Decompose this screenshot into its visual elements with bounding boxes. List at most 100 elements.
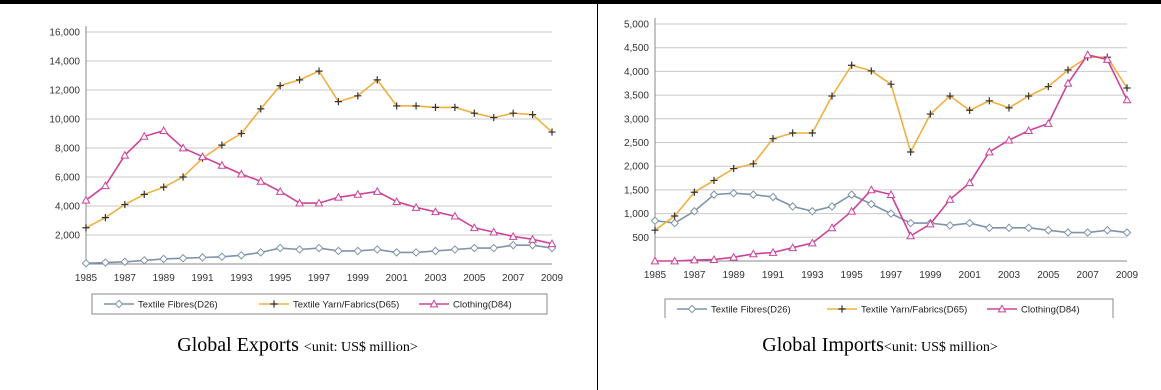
exports-x-tick-label: 1999 bbox=[347, 273, 370, 284]
exports-y-tick-label: 6,000 bbox=[55, 173, 80, 184]
exports-x-tick-label: 1991 bbox=[191, 273, 214, 284]
exports-data-point bbox=[160, 183, 168, 191]
imports-data-point bbox=[1122, 95, 1132, 104]
imports-y-tick-label: 2,500 bbox=[624, 138, 649, 149]
exports-legend: Textile Fibres(D26) Textile Yarn/Fabrics(… bbox=[91, 293, 548, 315]
exports-series-0 bbox=[81, 240, 557, 268]
exports-data-point bbox=[218, 141, 226, 149]
exports-data-point bbox=[431, 103, 440, 111]
imports-data-point bbox=[985, 223, 994, 233]
exports-x-tick-label: 2009 bbox=[541, 273, 564, 284]
imports-data-point bbox=[1005, 104, 1013, 112]
imports-data-point bbox=[965, 218, 974, 228]
imports-legend-label: Textile Fibres(D26) bbox=[711, 305, 791, 316]
imports-data-point bbox=[1083, 50, 1093, 59]
exports-legend-marker bbox=[429, 299, 439, 308]
imports-data-point bbox=[788, 243, 798, 252]
exports-y-tick-label: 10,000 bbox=[49, 115, 80, 126]
exports-data-point bbox=[508, 240, 518, 250]
imports-legend-label: Clothing(D84) bbox=[1021, 305, 1080, 316]
imports-data-point bbox=[1122, 228, 1132, 237]
exports-data-point bbox=[257, 105, 265, 113]
imports-x-tick-label: 1989 bbox=[723, 270, 746, 281]
imports-data-point bbox=[709, 254, 719, 263]
imports-data-point bbox=[670, 218, 679, 228]
exports-data-point bbox=[528, 111, 537, 119]
exports-data-point bbox=[354, 92, 362, 100]
imports-data-point bbox=[984, 147, 994, 156]
imports-data-point bbox=[730, 164, 738, 173]
imports-x-tick-label: 1999 bbox=[919, 270, 942, 281]
imports-x-tick-label: 1997 bbox=[880, 270, 903, 281]
imports-data-point bbox=[1025, 92, 1033, 100]
imports-data-point bbox=[886, 209, 896, 218]
exports-data-point bbox=[392, 248, 401, 257]
imports-data-point bbox=[1004, 135, 1014, 144]
exports-data-point bbox=[547, 239, 557, 248]
exports-panel: 2,000 4,000 6,000 8,000 10,000 12,000 14,000 16… bbox=[10, 8, 585, 388]
imports-x-tick-label: 2003 bbox=[998, 270, 1021, 281]
exports-data-point bbox=[431, 207, 440, 216]
imports-y-tick-label: 2,000 bbox=[624, 162, 649, 173]
imports-data-point bbox=[1063, 228, 1073, 237]
imports-data-point bbox=[808, 206, 817, 216]
exports-data-point bbox=[490, 113, 498, 122]
exports-data-point bbox=[237, 250, 246, 260]
exports-y-tick-label: 4,000 bbox=[55, 202, 80, 213]
exports-y-tick-label: 2,000 bbox=[55, 231, 80, 242]
exports-data-point bbox=[159, 254, 168, 264]
imports-data-point bbox=[925, 219, 935, 228]
imports-unit: <unit: US$ million> bbox=[883, 340, 998, 355]
exports-caption: Global Exports <unit: US$ million> bbox=[10, 334, 585, 357]
imports-legend: Textile Fibres(D26) Textile Yarn/Fabrics(… bbox=[664, 298, 1114, 318]
imports-x-tick-label: 1987 bbox=[683, 270, 706, 281]
exports-data-point bbox=[217, 252, 227, 262]
exports-x-tick-label: 1985 bbox=[75, 273, 98, 284]
exports-data-point bbox=[412, 102, 420, 110]
imports-x-ticks: 1985 1987 1989 1991 1993 1995 1997 1999 2001 2003… bbox=[644, 270, 1139, 281]
imports-legend-marker bbox=[687, 304, 697, 314]
imports-data-point bbox=[847, 190, 856, 199]
exports-data-point bbox=[431, 246, 440, 256]
imports-data-point bbox=[748, 249, 758, 258]
exports-y-tick-label: 16,000 bbox=[49, 28, 80, 39]
imports-data-point bbox=[867, 67, 875, 75]
imports-data-point bbox=[828, 92, 836, 100]
exports-data-point bbox=[334, 246, 343, 256]
imports-data-point bbox=[1063, 78, 1073, 87]
exports-x-tick-label: 2007 bbox=[502, 273, 525, 284]
imports-data-point bbox=[985, 97, 993, 105]
exports-series-2 bbox=[81, 125, 557, 248]
imports-x-tick-label: 2007 bbox=[1077, 270, 1100, 281]
exports-data-point bbox=[82, 224, 90, 232]
imports-data-point bbox=[1064, 66, 1072, 74]
imports-legend-label: Textile Yarn/Fabrics(D65) bbox=[861, 305, 967, 316]
exports-data-point bbox=[528, 240, 537, 250]
imports-y-tick-label: 4,000 bbox=[624, 67, 649, 78]
imports-data-point bbox=[710, 176, 718, 185]
imports-data-point bbox=[768, 247, 778, 256]
exports-data-point bbox=[509, 109, 517, 117]
imports-y-tick-label: 4,500 bbox=[624, 43, 649, 54]
imports-y-tick-label: 500 bbox=[632, 233, 649, 244]
exports-data-point bbox=[508, 231, 518, 240]
imports-data-point bbox=[671, 212, 679, 220]
exports-data-point bbox=[450, 211, 460, 220]
exports-data-point bbox=[314, 243, 324, 253]
imports-data-point bbox=[807, 238, 817, 247]
exports-data-point bbox=[393, 102, 401, 110]
imports-legend-box bbox=[664, 298, 1114, 318]
exports-x-tick-label: 1989 bbox=[153, 273, 176, 284]
exports-data-point bbox=[275, 186, 285, 195]
imports-data-point bbox=[847, 206, 857, 215]
exports-legend-label: Textile Yarn/Fabrics(D65) bbox=[293, 300, 399, 311]
imports-panel: 500 1,000 1,500 2,000 2,500 3,000 3,500 4,000 4,… bbox=[605, 8, 1155, 388]
imports-x-tick-label: 1985 bbox=[644, 270, 667, 281]
imports-data-point bbox=[729, 188, 738, 198]
exports-data-point bbox=[411, 248, 421, 257]
exports-x-tick-label: 1987 bbox=[114, 273, 137, 284]
exports-x-ticks: 1985 1987 1989 1991 1993 1995 1997 1999 2001 2003… bbox=[75, 273, 564, 284]
imports-data-point bbox=[966, 106, 974, 114]
imports-data-point bbox=[907, 148, 915, 156]
imports-data-point bbox=[848, 61, 856, 69]
